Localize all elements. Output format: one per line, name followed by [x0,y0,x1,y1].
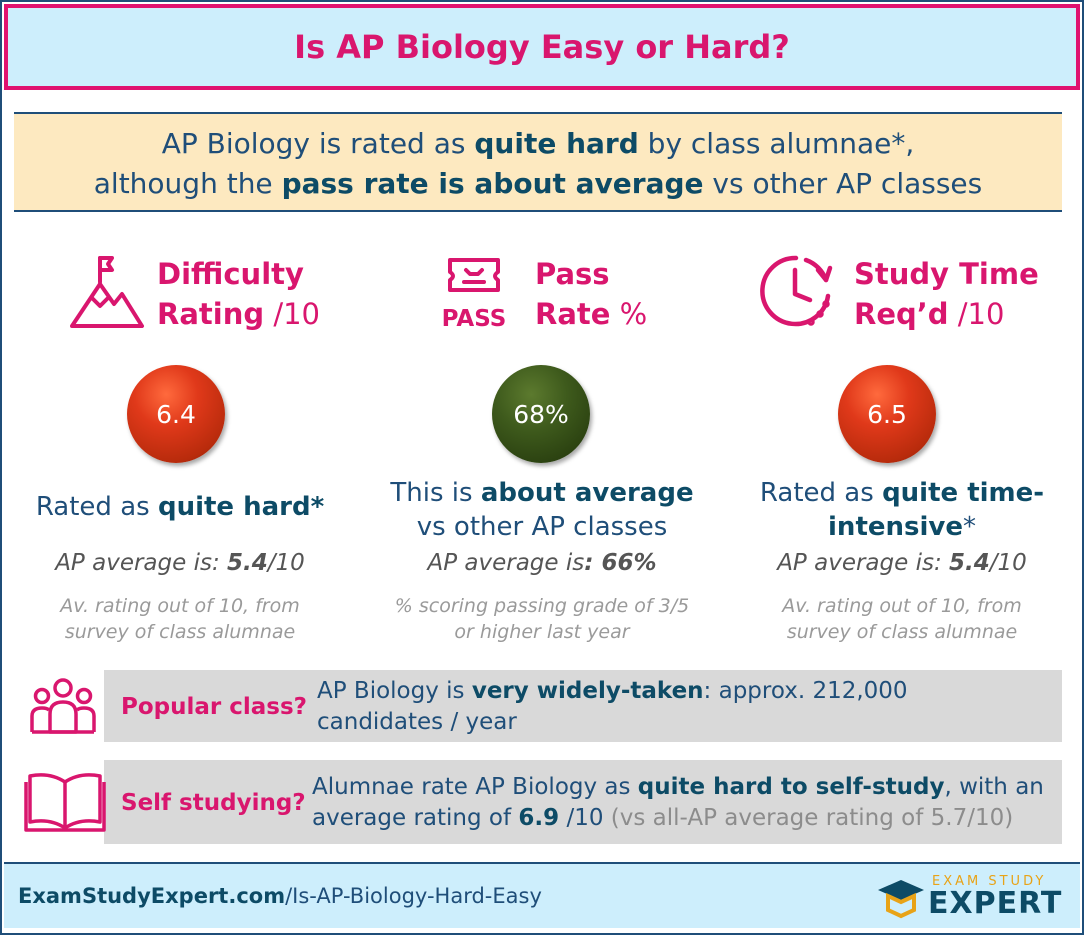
difficulty-note: Av. rating out of 10, from survey of cla… [0,593,360,645]
verdict-text: Rated as [35,492,158,522]
verdict-emphasis: quite hard* [157,492,325,522]
summary-text: by class alumnae*, [638,127,915,160]
avg-value: : 66% [584,550,657,576]
note-line: or higher last year [454,621,630,643]
study-time-verdict: Rated as quite time- intensive* [722,476,1082,544]
popular-label: Popular class? [121,694,308,720]
pass-rate-header: PASS Pass Rate % [362,250,722,340]
pass-icon-text: PASS [442,306,507,332]
avg-text: AP average is [427,550,585,576]
title-bar: Is AP Biology Easy or Hard? [4,4,1080,90]
exam-study-expert-logo: EXAM STUDY EXPERT [876,872,1066,924]
verdict-emphasis: intensive [828,512,963,542]
footer-url-path[interactable]: /Is-AP-Biology-Hard-Easy [285,884,542,908]
verdict-text: vs other AP classes [416,512,668,542]
study-time-title-line1: Study Time [854,257,1039,291]
band-text-part: average rating of [312,805,519,831]
band-text-emphasis: very widely-taken [471,678,704,704]
summary-line-1: AP Biology is rated as quite hard by cla… [14,124,1062,164]
study-time-value: 6.5 [867,399,907,429]
pass-rate-title: Pass Rate % [535,254,647,334]
study-time-title-line2: Req’d [854,297,949,331]
self-study-text: Alumnae rate AP Biology as quite hard to… [312,772,1044,834]
pass-rate-verdict: This is about average vs other AP classe… [362,476,722,544]
note-line: Av. rating out of 10, from [782,595,1022,617]
band-text-part: candidates / year [317,709,517,735]
difficulty-header: Difficulty Rating /10 [0,250,360,340]
difficulty-title-unit: /10 [264,297,320,331]
people-group-icon [30,678,96,734]
band-text-part: AP Biology is [317,678,472,704]
study-time-column: Study Time Req’d /10 6.5 Rated as quite … [722,250,1082,650]
avg-unit: /10 [989,550,1027,576]
self-study-band: Self studying? Alumnae rate AP Biology a… [14,760,1062,844]
mountain-flag-icon [70,256,144,328]
note-line: % scoring passing grade of 3/5 [394,595,690,617]
pass-rate-column: PASS Pass Rate % 68% This is about avera… [362,250,722,650]
verdict-emphasis: quite time- [882,478,1045,508]
pass-rate-title-unit: % [610,297,648,331]
summary-text: although the [93,167,282,200]
difficulty-value: 6.4 [156,399,196,429]
graduation-cap-icon [878,880,924,919]
summary-text: AP Biology is rated as [161,127,475,160]
logo-text-big: EXPERT [928,886,1063,921]
avg-value: 5.4 [949,550,990,576]
note-line: Av. rating out of 10, from [60,595,300,617]
page-title: Is AP Biology Easy or Hard? [294,28,790,66]
avg-text: AP average is: [55,550,228,576]
difficulty-column: Difficulty Rating /10 6.4 Rated as quite… [0,250,360,650]
difficulty-value-bubble: 6.4 [127,365,225,463]
difficulty-title-line2: Rating [157,297,265,331]
popular-text: AP Biology is very widely-taken: approx.… [317,676,908,738]
footer-url-domain[interactable]: ExamStudyExpert.com [18,884,286,908]
band-text-emphasis: 6.9 [518,805,560,831]
pass-rate-average: AP average is: 66% [362,550,722,576]
avg-unit: /10 [267,550,305,576]
summary-text: vs other AP classes [703,167,983,200]
footer: ExamStudyExpert.com/Is-AP-Biology-Hard-E… [4,862,1080,928]
band-text-muted: (vs all-AP average rating of 5.7/10) [610,805,1014,831]
clock-arrow-icon [760,255,833,327]
study-time-title-unit: /10 [948,297,1005,331]
summary-emphasis: pass rate is about average [281,167,704,200]
study-time-header: Study Time Req’d /10 [722,250,1082,340]
band-text-part: : approx. 212,000 [703,678,908,704]
popular-band: Popular class? AP Biology is very widely… [14,670,1062,742]
self-study-label: Self studying? [121,790,306,816]
band-text-part: /10 [559,805,611,831]
band-text-emphasis: quite hard to self-study [637,774,945,800]
summary-emphasis: quite hard [474,127,639,160]
footer-url-link[interactable]: ExamStudyExpert.com/Is-AP-Biology-Hard-E… [18,884,542,908]
difficulty-title: Difficulty Rating /10 [157,254,320,334]
open-book-icon [24,773,106,832]
pass-rate-title-line2: Rate [535,297,611,331]
pass-ticket-icon: PASS [442,258,507,332]
avg-text: AP average is: [777,550,950,576]
difficulty-average: AP average is: 5.4/10 [0,550,360,576]
study-time-value-bubble: 6.5 [838,365,936,463]
summary-line-2: although the pass rate is about average … [14,164,1062,204]
band-text-part: Alumnae rate AP Biology as [312,774,638,800]
band-text-part: , with an [944,774,1044,800]
pass-rate-title-line1: Pass [535,257,610,291]
difficulty-title-line1: Difficulty [157,257,304,291]
study-time-title: Study Time Req’d /10 [854,254,1039,334]
pass-rate-value-bubble: 68% [492,365,590,463]
verdict-emphasis: about average [480,478,694,508]
verdict-text: * [962,512,976,542]
avg-value: 5.4 [227,550,268,576]
pass-rate-value: 68% [513,399,569,429]
difficulty-verdict: Rated as quite hard* [0,490,360,524]
note-line: survey of class alumnae [786,621,1018,643]
study-time-note: Av. rating out of 10, from survey of cla… [722,593,1082,645]
logo-text-small: EXAM STUDY [932,874,1047,889]
verdict-text: Rated as [759,478,883,508]
pass-rate-note: % scoring passing grade of 3/5 or higher… [362,593,722,645]
verdict-text: This is [390,478,481,508]
study-time-average: AP average is: 5.4/10 [722,550,1082,576]
note-line: survey of class alumnae [64,621,296,643]
summary-banner: AP Biology is rated as quite hard by cla… [14,112,1062,212]
